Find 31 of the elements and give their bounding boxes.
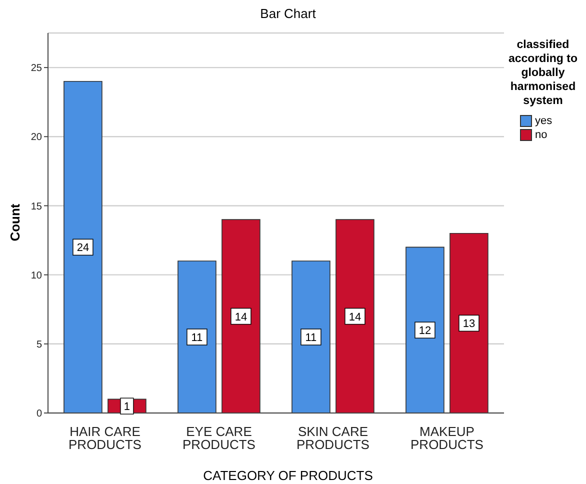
legend-label: no [534, 128, 548, 142]
x-tick-label: MAKEUP PRODUCTS [410, 424, 484, 452]
bar [406, 246, 444, 413]
data-label: 14 [234, 311, 248, 324]
x-tick-label: SKIN CARE PRODUCTS [296, 424, 370, 452]
data-label: 1 [124, 401, 130, 414]
y-tick-label: 10 [30, 270, 42, 282]
x-axis-title: CATEGORY OF PRODUCTS [202, 468, 374, 483]
legend-title: classified according to globally harmonised system [507, 38, 578, 108]
y-tick-label: 0 [36, 408, 42, 420]
y-tick-label: 20 [30, 132, 42, 144]
chart-title: Bar Chart [259, 6, 317, 21]
bar [178, 260, 216, 413]
y-tick-label: 5 [36, 339, 42, 350]
y-tick-label: 15 [30, 201, 42, 212]
bar [450, 232, 488, 413]
bar [336, 219, 374, 413]
x-tick-label: EYE CARE PRODUCTS [182, 424, 256, 452]
bar [292, 260, 330, 413]
bar [222, 219, 260, 413]
y-axis-title: Count [8, 202, 22, 244]
data-label: 13 [462, 318, 476, 330]
data-label: 24 [76, 242, 90, 254]
x-tick-label: HAIR CARE PRODUCTS [68, 424, 142, 452]
data-label: 14 [348, 311, 362, 324]
data-label: 11 [305, 332, 317, 344]
bar [64, 80, 102, 413]
data-label: 11 [191, 332, 203, 344]
legend-label: yes [534, 114, 554, 128]
y-tick-label: 25 [30, 63, 42, 74]
data-label: 12 [418, 325, 432, 338]
